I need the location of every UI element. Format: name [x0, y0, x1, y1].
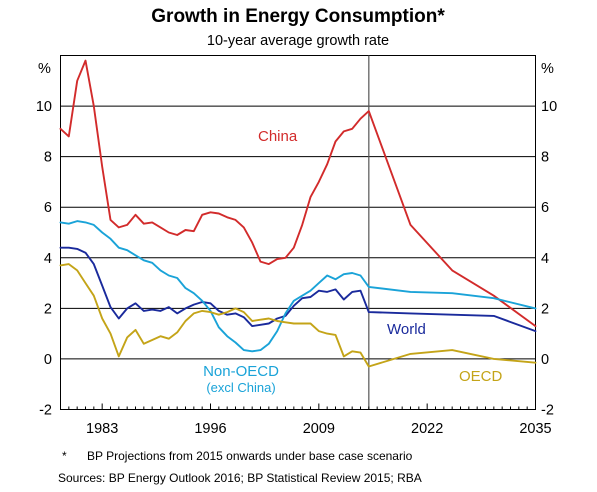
gridlines [60, 105, 536, 360]
series-label-china: China [258, 128, 298, 145]
footnote-text: BP Projections from 2015 onwards under b… [87, 449, 413, 463]
x-tick-label: 2022 [411, 421, 443, 437]
series-line-world [59, 246, 537, 333]
x-tick-label: 1996 [194, 421, 226, 437]
y-axis-unit-right: % [541, 61, 554, 77]
y-tick-label-right: 6 [541, 200, 549, 216]
chart-subtitle: 10-year average growth rate [207, 33, 389, 49]
y-axis-unit-left: % [38, 61, 51, 77]
x-tick-label: 1983 [86, 421, 118, 437]
series-line-china [59, 59, 537, 328]
series-label-world: World [387, 321, 426, 338]
series-line-non-oecd [59, 220, 537, 353]
series-line-oecd [59, 263, 537, 368]
x-tick-label: 2009 [303, 421, 335, 437]
y-tick-label-left: -2 [39, 403, 52, 419]
series-label-non-oecd: Non-OECD [203, 363, 279, 380]
sources-text: Sources: BP Energy Outlook 2016; BP Stat… [58, 471, 422, 485]
series-label-oecd: OECD [459, 368, 503, 385]
series-sublabel-non-oecd: (excl China) [206, 380, 275, 395]
series-layer [59, 59, 537, 368]
y-tick-label-left: 6 [44, 200, 52, 216]
y-tick-label-right: 2 [541, 301, 549, 317]
y-tick-label-left: 8 [44, 150, 52, 166]
y-tick-label-left: 4 [44, 251, 52, 267]
y-tick-label-left: 0 [44, 352, 52, 368]
plot-frame [60, 55, 536, 410]
axis-layer: -2 -2 0 0 2 2 4 4 6 6 8 8 10 10 1983 1996 2009 2022 2035 [36, 99, 557, 437]
y-tick-label-left: 2 [44, 301, 52, 317]
y-tick-label-right: 10 [541, 99, 557, 115]
y-tick-label-right: -2 [541, 403, 554, 419]
chart-title: Growth in Energy Consumption* [151, 6, 445, 27]
footnote-marker: * [62, 449, 67, 463]
x-tick-label: 2035 [519, 421, 551, 437]
y-tick-label-right: 8 [541, 150, 549, 166]
y-tick-label-right: 4 [541, 251, 549, 267]
y-tick-label-left: 10 [36, 99, 52, 115]
y-tick-label-right: 0 [541, 352, 549, 368]
